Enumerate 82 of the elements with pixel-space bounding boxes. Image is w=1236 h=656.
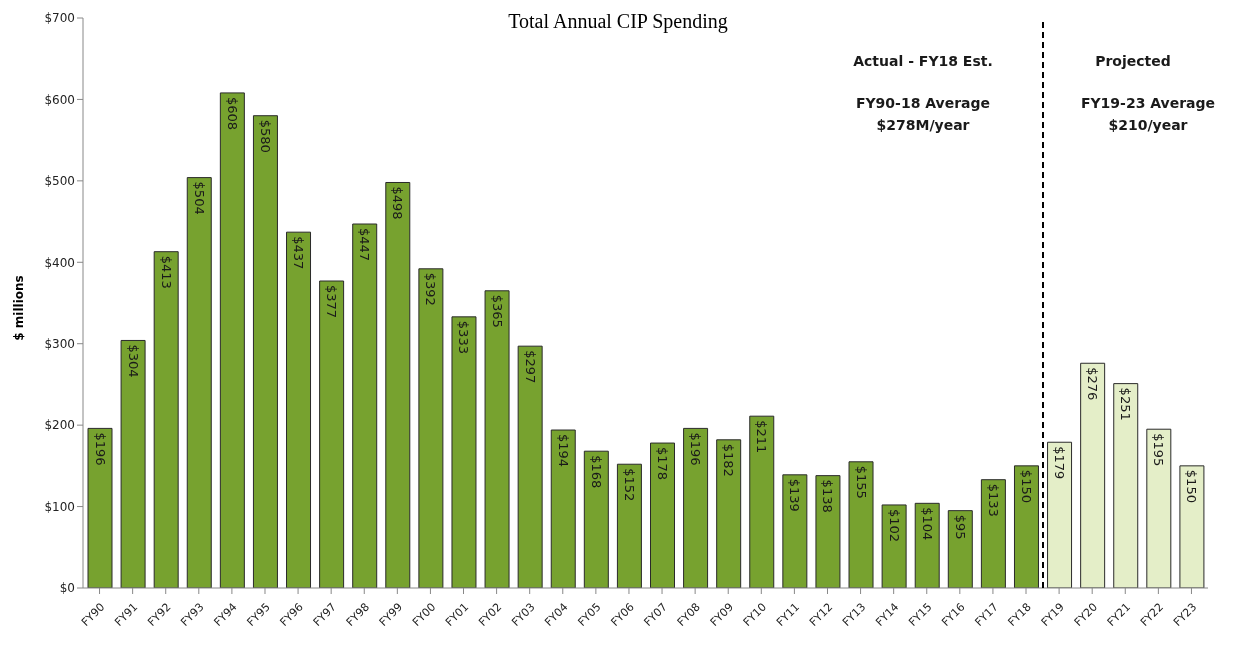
bar	[980, 479, 1006, 588]
bar	[1047, 441, 1073, 588]
bar	[650, 442, 675, 588]
annotation: Actual - FY18 Est.	[853, 52, 993, 71]
bar	[484, 290, 510, 588]
data-label: $304	[125, 344, 141, 378]
data-label: $179	[1052, 446, 1068, 480]
bar	[881, 504, 907, 588]
data-label: $139	[787, 478, 803, 512]
data-label: $504	[191, 181, 207, 215]
y-axis-title: $ millions	[12, 275, 26, 341]
data-label: $276	[1085, 367, 1101, 401]
bar	[848, 461, 874, 588]
bar	[550, 429, 576, 588]
bar	[749, 415, 775, 588]
bar	[153, 251, 179, 588]
data-label: $196	[92, 432, 108, 466]
y-tick-label: $400	[44, 255, 75, 270]
data-label: $196	[688, 432, 704, 466]
data-label: $333	[456, 320, 472, 354]
data-label: $447	[357, 228, 373, 262]
bar	[352, 223, 378, 588]
y-tick-label: $100	[44, 499, 75, 514]
bar	[219, 92, 245, 588]
chart-title: Total Annual CIP Spending	[508, 10, 728, 32]
y-tick-label: $200	[44, 418, 75, 433]
data-label: $138	[820, 479, 836, 513]
bar	[1113, 383, 1139, 588]
bar	[1013, 465, 1039, 588]
bar	[914, 502, 940, 588]
bar	[616, 463, 642, 588]
data-label: $580	[257, 119, 273, 153]
y-tick-label: $600	[44, 92, 75, 107]
data-label: $498	[390, 186, 406, 220]
bar	[87, 427, 113, 588]
annotation: Projected	[1095, 52, 1171, 71]
data-label: $95	[952, 514, 968, 540]
data-label: $178	[655, 447, 670, 481]
data-label: $133	[985, 483, 1001, 517]
annotation: FY90-18 Average $278M/year	[855, 94, 991, 135]
data-label: $297	[522, 350, 538, 384]
bar	[517, 345, 543, 588]
y-tick-label: $700	[44, 11, 75, 26]
data-label: $392	[423, 272, 439, 306]
bar	[583, 450, 609, 588]
annotation: FY19-23 Average $210/year	[1080, 94, 1216, 135]
bar	[947, 510, 973, 588]
data-label: $608	[224, 96, 240, 131]
data-label: $437	[291, 236, 307, 270]
data-label: $152	[621, 468, 637, 502]
data-label: $150	[1018, 469, 1034, 503]
data-label: $413	[158, 255, 174, 289]
data-label: $168	[588, 455, 604, 489]
bar	[782, 474, 808, 588]
bar	[1080, 362, 1106, 588]
y-tick-label: $300	[44, 336, 75, 351]
data-label: $194	[555, 434, 571, 468]
data-label: $251	[1118, 387, 1134, 421]
data-label: $195	[1151, 433, 1167, 467]
data-label: $104	[919, 507, 935, 541]
bar	[1179, 465, 1205, 588]
bar	[683, 427, 709, 588]
bar	[716, 439, 742, 588]
data-label: $377	[324, 285, 340, 319]
data-label: $211	[754, 420, 770, 454]
data-label: $182	[721, 443, 737, 477]
bar	[385, 181, 411, 588]
y-tick-label: $0	[59, 581, 75, 596]
bar	[120, 339, 146, 588]
y-tick-label: $500	[44, 174, 75, 189]
bar	[1146, 428, 1172, 588]
bar	[418, 268, 444, 588]
bar	[252, 115, 278, 588]
bar	[286, 231, 312, 588]
data-label: $365	[489, 294, 505, 328]
bar	[319, 280, 345, 588]
data-label: $102	[886, 508, 902, 543]
bar	[186, 177, 212, 588]
data-label: $155	[853, 465, 869, 499]
data-label: $150	[1184, 469, 1200, 503]
bar	[815, 475, 841, 588]
bar	[451, 316, 477, 588]
